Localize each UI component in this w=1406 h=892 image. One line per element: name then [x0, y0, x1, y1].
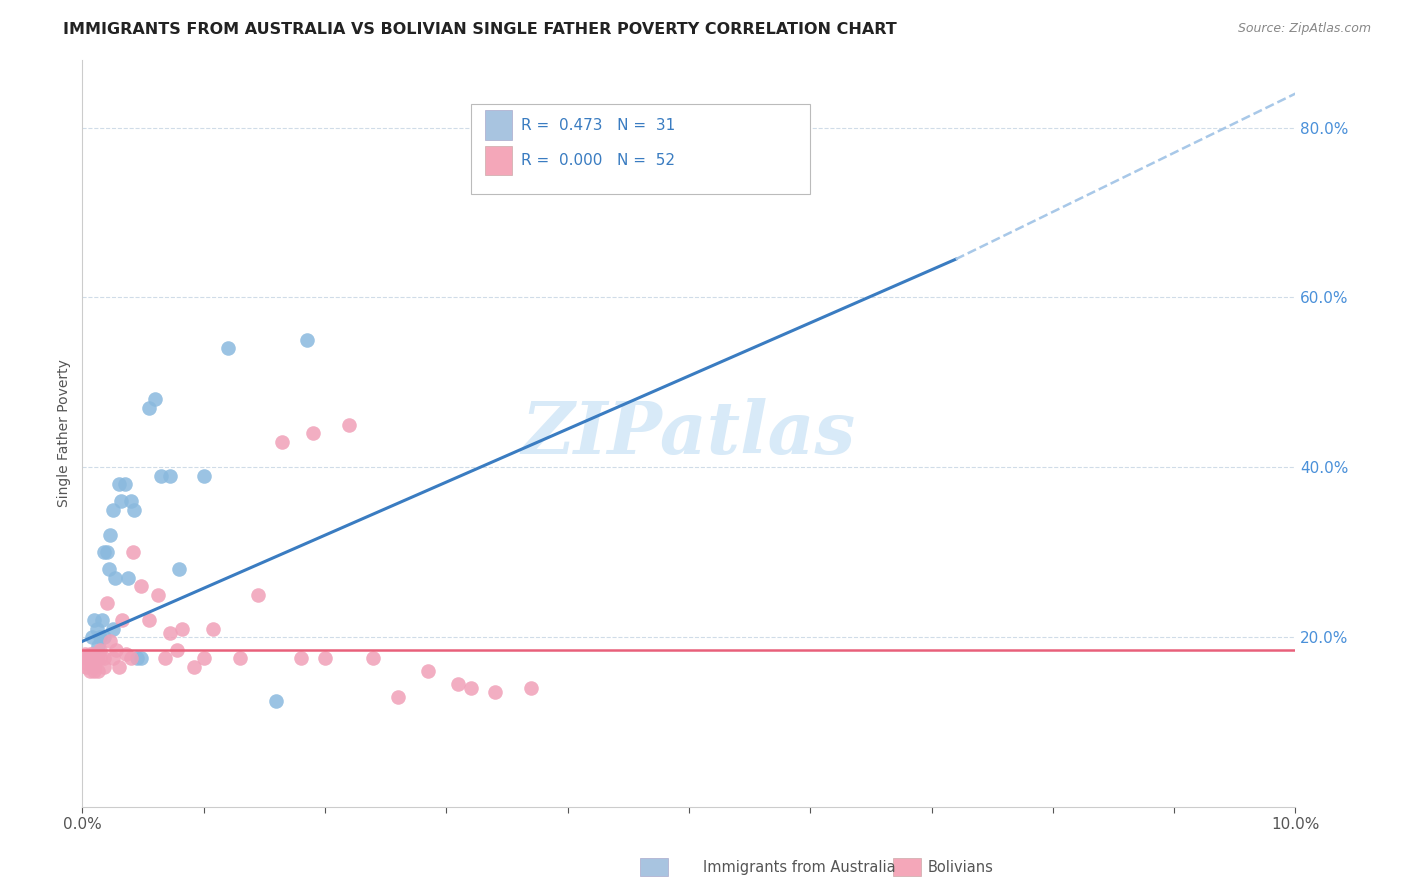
Point [101, 651, 124, 665]
Point [295, 333, 318, 347]
Point [107, 660, 129, 674]
Point [111, 613, 134, 627]
Point [80, 651, 103, 665]
Point [266, 694, 288, 708]
Point [271, 434, 294, 449]
Point [98, 528, 121, 542]
Point [120, 494, 142, 508]
Point [170, 622, 193, 636]
Point [129, 579, 152, 593]
Point [83, 660, 105, 674]
Point [86, 622, 108, 636]
Point [202, 622, 225, 636]
Point [114, 477, 136, 491]
Point [105, 643, 128, 657]
Text: Immigrants from Australia: Immigrants from Australia [703, 860, 896, 874]
Point [93, 545, 115, 559]
Point [107, 477, 129, 491]
Point [73, 647, 96, 661]
Point [87, 639, 110, 653]
Point [193, 651, 215, 665]
Point [301, 426, 323, 441]
Point [122, 545, 145, 559]
Point [86, 651, 108, 665]
Point [98, 562, 121, 576]
Text: Source: ZipAtlas.com: Source: ZipAtlas.com [1237, 22, 1371, 36]
Point [96, 596, 118, 610]
Point [159, 468, 181, 483]
Point [77, 651, 100, 665]
Point [120, 651, 142, 665]
Point [98, 634, 121, 648]
Point [115, 647, 138, 661]
FancyBboxPatch shape [485, 145, 512, 176]
Point [337, 417, 360, 432]
Point [166, 643, 188, 657]
Text: R =  0.000   N =  52: R = 0.000 N = 52 [522, 153, 675, 168]
Text: R =  0.473   N =  31: R = 0.473 N = 31 [522, 118, 676, 133]
Point [93, 630, 115, 644]
Point [90, 613, 112, 627]
Point [87, 664, 110, 678]
Text: Bolivians: Bolivians [928, 860, 994, 874]
Point [96, 545, 118, 559]
Point [229, 651, 252, 665]
Point [183, 660, 205, 674]
Text: ZIPatlas: ZIPatlas [522, 398, 856, 469]
Point [101, 622, 124, 636]
Point [110, 494, 132, 508]
Point [138, 401, 160, 415]
Point [104, 571, 127, 585]
Point [416, 664, 439, 678]
Point [124, 502, 146, 516]
Point [314, 651, 336, 665]
Point [217, 342, 239, 356]
Point [83, 651, 105, 665]
Point [80, 656, 103, 670]
Point [89, 630, 111, 644]
Point [363, 651, 385, 665]
Point [83, 613, 105, 627]
Point [460, 681, 482, 695]
Point [193, 468, 215, 483]
Point [146, 588, 169, 602]
Point [247, 588, 270, 602]
Text: IMMIGRANTS FROM AUSTRALIA VS BOLIVIAN SINGLE FATHER POVERTY CORRELATION CHART: IMMIGRANTS FROM AUSTRALIA VS BOLIVIAN SI… [63, 22, 897, 37]
Point [93, 660, 115, 674]
Point [143, 392, 166, 407]
Point [150, 468, 173, 483]
Point [89, 651, 111, 665]
Point [290, 651, 312, 665]
Point [447, 677, 470, 691]
Point [83, 664, 105, 678]
Point [80, 647, 103, 661]
Point [138, 613, 160, 627]
Point [484, 685, 506, 699]
Point [80, 630, 103, 644]
FancyBboxPatch shape [485, 111, 512, 140]
Point [79, 664, 101, 678]
Point [153, 651, 176, 665]
Point [89, 643, 111, 657]
Point [75, 651, 97, 665]
Point [93, 651, 115, 665]
Point [75, 656, 97, 670]
Point [125, 651, 148, 665]
Point [387, 690, 409, 704]
Y-axis label: Single Father Poverty: Single Father Poverty [58, 359, 72, 508]
FancyBboxPatch shape [471, 104, 810, 194]
Point [129, 651, 152, 665]
Point [520, 681, 543, 695]
Point [169, 562, 191, 576]
Point [75, 660, 97, 674]
Point [117, 571, 139, 585]
Point [101, 502, 124, 516]
Point [79, 647, 101, 661]
Point [159, 626, 181, 640]
